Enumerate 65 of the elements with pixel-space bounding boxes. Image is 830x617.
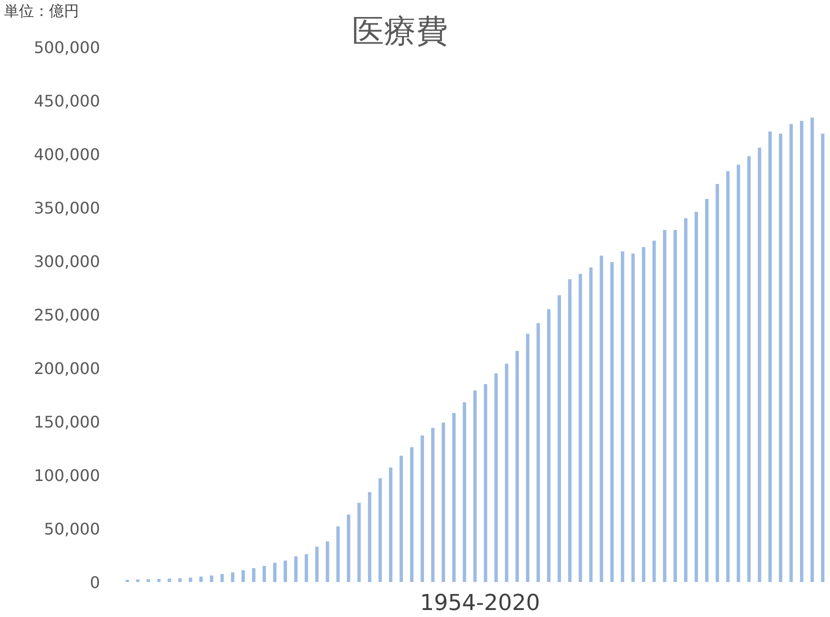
bar (230, 572, 234, 582)
bar (504, 364, 508, 582)
bar (515, 350, 519, 582)
bar (368, 492, 372, 582)
bar (652, 240, 656, 582)
bar (357, 502, 361, 582)
bar (378, 478, 382, 582)
bar (431, 428, 435, 582)
bar (252, 568, 256, 582)
bar (684, 218, 688, 582)
bar (578, 274, 582, 582)
bar (800, 120, 804, 582)
bar (662, 230, 666, 582)
bar (262, 566, 266, 582)
bar (494, 373, 498, 582)
y-tick-label: 500,000 (34, 38, 100, 57)
bar (674, 230, 677, 582)
bar (558, 295, 561, 582)
x-axis-title: 1954-2020 (420, 591, 540, 616)
bar (642, 247, 646, 582)
bar (146, 579, 150, 582)
bar (568, 279, 572, 582)
bar (726, 171, 730, 582)
y-tick-label: 350,000 (34, 198, 100, 218)
bar (389, 468, 392, 582)
y-tick-label: 50,000 (44, 520, 100, 538)
bar (410, 447, 414, 582)
bar (536, 323, 540, 582)
bar (294, 556, 298, 582)
bar (821, 134, 824, 582)
bar (241, 570, 245, 582)
bar (589, 267, 593, 582)
text: 単位：億円 (4, 2, 79, 20)
y-tick-label: 200,000 (34, 359, 100, 378)
bar (136, 579, 140, 582)
bar (547, 309, 550, 582)
bar (220, 574, 224, 582)
bar (736, 164, 740, 582)
bar (168, 578, 172, 582)
bar (526, 334, 530, 582)
y-tick-label: 100,000 (34, 466, 100, 485)
bar (304, 554, 308, 582)
bar (452, 412, 456, 582)
y-tick-label: 0 (90, 573, 100, 592)
bar (694, 212, 698, 582)
bar (157, 578, 161, 582)
bar (716, 184, 720, 582)
bar (442, 422, 446, 582)
bar (810, 118, 814, 582)
bar (789, 124, 793, 582)
bar (400, 456, 403, 582)
bar (705, 198, 709, 582)
bar (188, 578, 192, 582)
bar (778, 134, 782, 582)
y-tick-label: 250,000 (34, 306, 100, 324)
y-tick-label: 450,000 (34, 92, 100, 110)
y-tick-label: 300,000 (34, 252, 100, 271)
y-tick-label: 150,000 (34, 412, 100, 432)
bar (273, 562, 276, 582)
bar (178, 578, 182, 582)
bar (210, 575, 214, 582)
chart-title: 医療費 (352, 12, 448, 50)
bar (284, 560, 288, 582)
bar (420, 435, 424, 582)
y-tick-label: 400,000 (34, 145, 100, 164)
